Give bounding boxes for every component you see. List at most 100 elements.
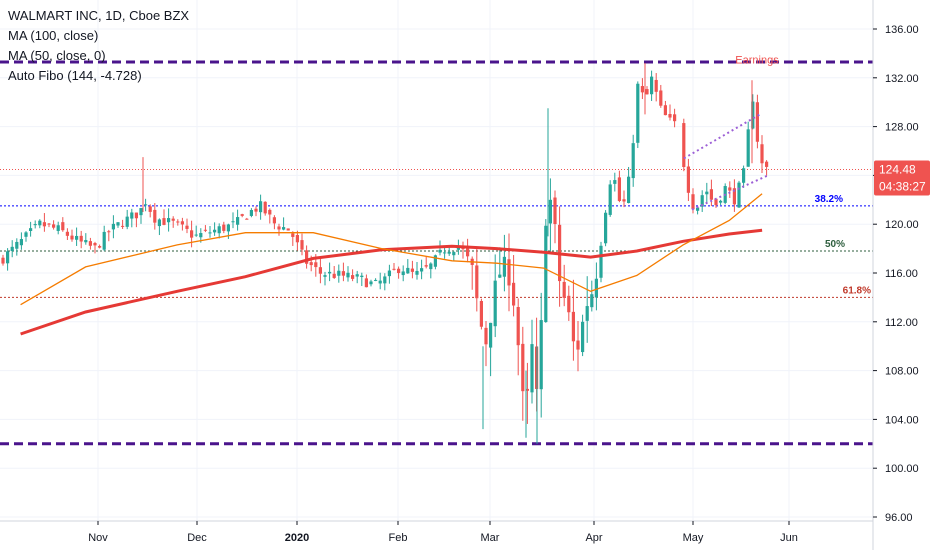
candle-body bbox=[121, 225, 125, 227]
candle-body bbox=[98, 246, 102, 248]
candle bbox=[33, 220, 37, 229]
candle bbox=[98, 244, 102, 249]
candle-body bbox=[199, 233, 203, 238]
candle-body bbox=[397, 268, 401, 274]
candle-body bbox=[755, 102, 759, 142]
time-tick-label: 2020 bbox=[285, 532, 309, 544]
time-tick-label: Feb bbox=[389, 532, 408, 544]
candle-body bbox=[705, 191, 709, 195]
candle bbox=[732, 179, 736, 212]
candle bbox=[585, 276, 589, 343]
candle bbox=[493, 254, 497, 338]
candle-body bbox=[604, 212, 608, 244]
candle-body bbox=[328, 271, 332, 274]
time-tick-label: Mar bbox=[481, 532, 500, 544]
candle-body bbox=[571, 311, 575, 342]
candle bbox=[130, 208, 134, 228]
candle-body bbox=[567, 295, 571, 313]
candle bbox=[167, 208, 171, 232]
symbol-title[interactable]: WALMART INC, 1D, Cboe BZX bbox=[8, 8, 190, 23]
candle-body bbox=[52, 224, 56, 228]
candle bbox=[42, 213, 46, 232]
candle bbox=[318, 257, 322, 284]
candle bbox=[364, 274, 368, 288]
candle bbox=[525, 362, 529, 424]
candle bbox=[714, 198, 718, 208]
candle-body bbox=[291, 233, 295, 237]
candle-body bbox=[581, 321, 585, 353]
candle-body bbox=[364, 278, 368, 288]
candle bbox=[617, 170, 621, 203]
candle bbox=[576, 320, 580, 372]
candle bbox=[452, 251, 456, 262]
legend-auto-fibo[interactable]: Auto Fibo (144, -4.728) bbox=[8, 68, 142, 83]
candle-body bbox=[387, 270, 391, 277]
candle bbox=[263, 201, 267, 216]
candle bbox=[521, 326, 525, 421]
price-channel[interactable] bbox=[683, 113, 769, 211]
candle bbox=[107, 229, 111, 242]
candle bbox=[700, 190, 704, 212]
candle-body bbox=[732, 188, 736, 205]
candle bbox=[272, 215, 276, 230]
candle bbox=[10, 240, 14, 258]
price-badge-value: 124.48 bbox=[879, 163, 916, 177]
candle bbox=[686, 158, 690, 202]
candle bbox=[47, 222, 51, 228]
candle-body bbox=[360, 275, 364, 278]
legend-ma50[interactable]: MA (50, close, 0) bbox=[8, 48, 106, 63]
candle bbox=[627, 166, 631, 204]
candle-body bbox=[512, 282, 516, 306]
candle-body bbox=[539, 320, 543, 390]
candle bbox=[61, 217, 65, 232]
legend-ma100[interactable]: MA (100, close) bbox=[8, 28, 99, 43]
candle bbox=[765, 160, 769, 176]
fib-level-label: 61.8% bbox=[843, 285, 871, 296]
candle-body bbox=[148, 206, 152, 212]
candle bbox=[144, 198, 148, 212]
candle-body bbox=[696, 207, 700, 211]
candle-body bbox=[507, 259, 511, 286]
candle bbox=[88, 237, 92, 250]
candle-body bbox=[438, 249, 442, 253]
candle-body bbox=[433, 255, 437, 267]
price-tick-label: 128.00 bbox=[885, 122, 919, 134]
candle bbox=[245, 217, 249, 220]
candle-body bbox=[406, 267, 410, 274]
candle bbox=[590, 280, 594, 312]
candle-body bbox=[742, 168, 746, 183]
candle bbox=[746, 121, 750, 167]
candle-body bbox=[167, 218, 171, 223]
candle bbox=[645, 86, 649, 95]
candle-body bbox=[544, 225, 548, 323]
candle bbox=[121, 219, 125, 230]
fib-level-label: 50% bbox=[825, 239, 845, 250]
candle bbox=[15, 238, 19, 256]
candle bbox=[553, 190, 557, 244]
candle bbox=[116, 222, 120, 228]
channel-lower-line[interactable] bbox=[691, 174, 769, 211]
price-badge-countdown: 04:38:27 bbox=[879, 180, 926, 194]
candle-body bbox=[300, 240, 304, 250]
candle-body bbox=[654, 79, 658, 92]
candle-body bbox=[323, 275, 327, 277]
price-badge-bg bbox=[874, 160, 930, 196]
candle bbox=[374, 278, 378, 282]
candle bbox=[226, 223, 230, 239]
candle-body bbox=[617, 177, 621, 201]
candle-body bbox=[686, 166, 690, 193]
candle bbox=[429, 262, 433, 279]
candle bbox=[194, 225, 198, 237]
time-tick-label: Nov bbox=[88, 532, 108, 544]
candle-body bbox=[516, 306, 520, 346]
candle-body bbox=[489, 322, 493, 348]
candle bbox=[737, 180, 741, 208]
candle-body bbox=[691, 194, 695, 210]
last-price-badge[interactable]: 124.48 04:38:27 bbox=[874, 160, 930, 196]
candle-body bbox=[562, 281, 566, 298]
candle-body bbox=[61, 222, 65, 231]
price-tick-label: 136.00 bbox=[885, 24, 919, 36]
candle bbox=[19, 232, 23, 250]
candle-body bbox=[673, 114, 677, 122]
